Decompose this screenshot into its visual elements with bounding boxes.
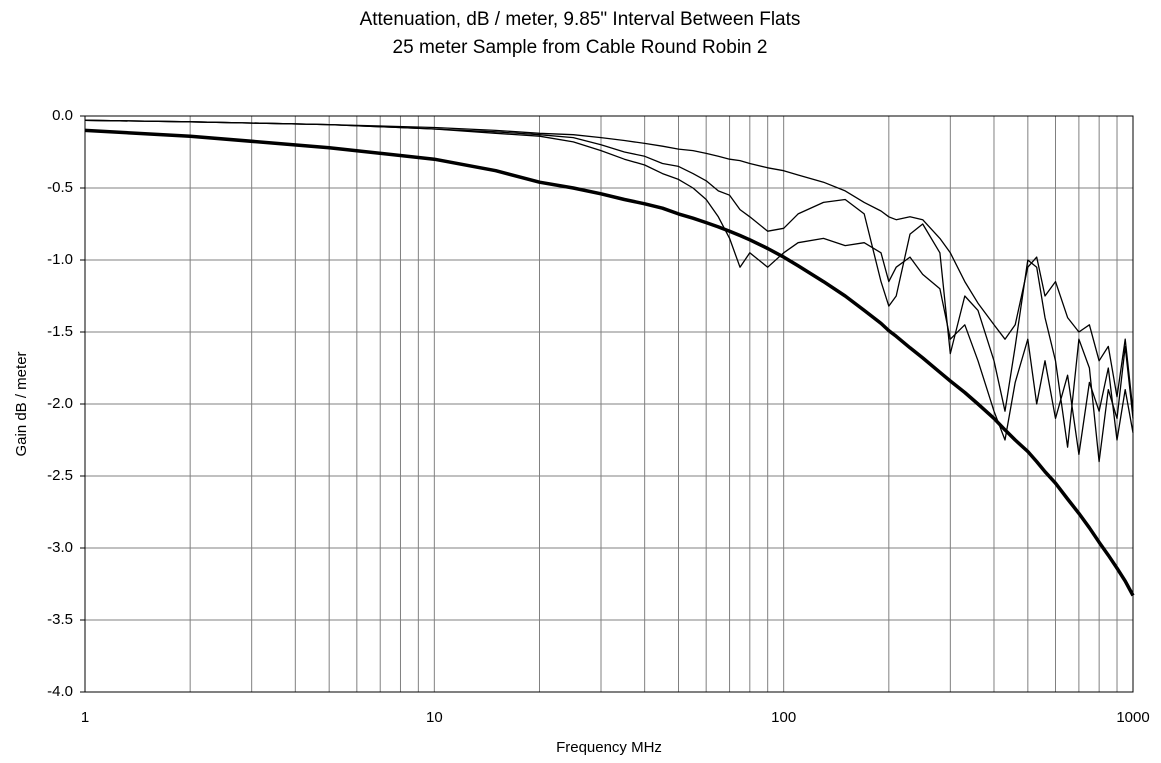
y-axis-label: Gain dB / meter bbox=[13, 351, 30, 456]
y-tick-label: -1.5 bbox=[47, 323, 73, 340]
chart-subtitle: 25 meter Sample from Cable Round Robin 2 bbox=[393, 37, 768, 58]
x-tick-label: 1000 bbox=[1116, 709, 1149, 726]
x-axis-label: Frequency MHz bbox=[556, 739, 662, 756]
plot-frame bbox=[84, 115, 1134, 693]
y-tick-label: -3.0 bbox=[47, 539, 73, 556]
y-tick-label: -4.0 bbox=[47, 683, 73, 700]
series-line bbox=[84, 119, 1134, 456]
x-tick-label: 100 bbox=[771, 709, 796, 726]
series-line bbox=[84, 119, 1134, 463]
series-line bbox=[84, 128, 1135, 597]
series-line bbox=[84, 119, 1134, 412]
y-tick-label: -2.0 bbox=[47, 395, 73, 412]
y-tick-label: 0.0 bbox=[52, 107, 73, 124]
chart-title: Attenuation, dB / meter, 9.85" Interval … bbox=[360, 9, 801, 30]
x-tick-label: 10 bbox=[426, 709, 443, 726]
x-tick-label: 1 bbox=[81, 709, 89, 726]
y-tick-label: -3.5 bbox=[47, 611, 73, 628]
y-tick-label: -0.5 bbox=[47, 179, 73, 196]
y-tick-label: -1.0 bbox=[47, 251, 73, 268]
y-tick-label: -2.5 bbox=[47, 467, 73, 484]
